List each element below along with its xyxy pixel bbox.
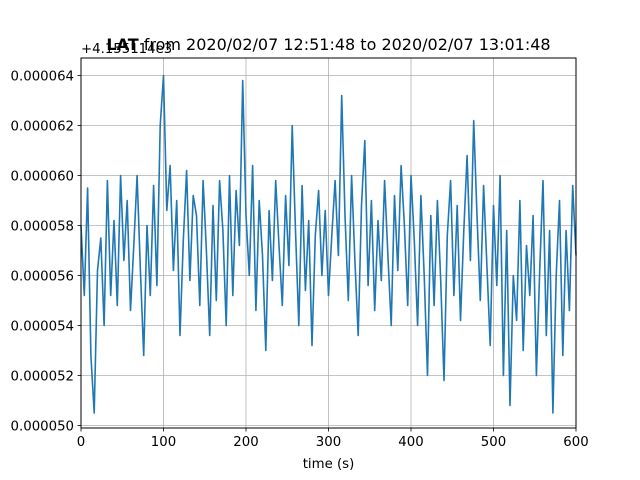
x-axis-label: time (s) xyxy=(303,457,355,472)
y-tick-label: 0.000060 xyxy=(11,170,74,185)
x-axis: 0 100 200 300 400 500 600 xyxy=(77,428,589,450)
y-tick-label: 0.000050 xyxy=(11,420,74,435)
series-line xyxy=(80,74,577,414)
x-tick-label: 200 xyxy=(233,435,258,450)
x-tick-label: 0 xyxy=(77,435,85,450)
y-axis: 0.000050 0.000052 0.000054 0.000056 0.000058… xyxy=(11,70,81,435)
x-tick-label: 300 xyxy=(316,435,341,450)
y-offset-label: +4.155114e3 xyxy=(81,42,172,57)
chart-title: LAT from 2020/02/07 12:51:48 to 2020/02/… xyxy=(106,35,550,54)
x-tick-label: 100 xyxy=(151,435,176,450)
series-layer xyxy=(80,74,577,414)
x-tick-label: 400 xyxy=(398,435,423,450)
y-tick-label: 0.000056 xyxy=(11,270,74,285)
chart-title-rest: from 2020/02/07 12:51:48 to 2020/02/07 1… xyxy=(139,35,551,54)
x-tick-label: 500 xyxy=(481,435,506,450)
chart-title-bold: LAT xyxy=(106,35,138,54)
y-tick-label: 0.000064 xyxy=(11,70,74,85)
y-tick-label: 0.000052 xyxy=(11,370,74,385)
x-tick-label: 600 xyxy=(563,435,588,450)
y-tick-label: 0.000062 xyxy=(11,120,74,135)
y-tick-label: 0.000058 xyxy=(11,220,74,235)
y-tick-label: 0.000054 xyxy=(11,320,74,335)
